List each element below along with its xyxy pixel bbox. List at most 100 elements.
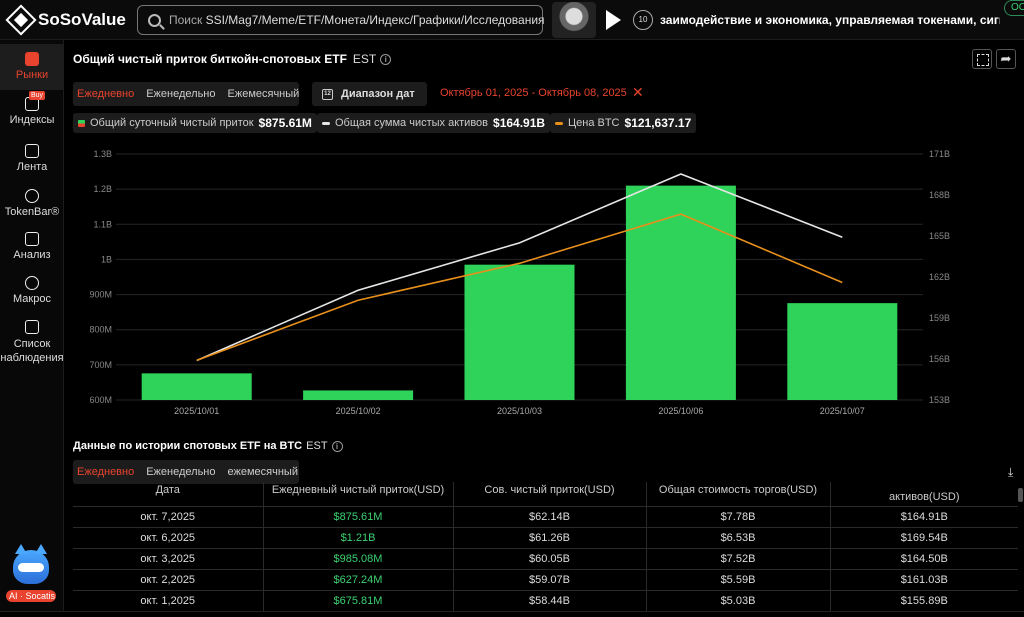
status-badge[interactable]: OO: [1004, 0, 1024, 16]
right-tick-label: 156B: [929, 354, 950, 364]
table-cell: $164.91B: [830, 505, 1018, 527]
tab-weekly[interactable]: Еженедельно: [146, 88, 216, 100]
bar: [141, 373, 252, 400]
table-row: окт. 6,2025 $1.21B $61.26B $6.53B $169.54B: [73, 526, 1018, 548]
date-range-button[interactable]: 12 Диапазон дат: [312, 82, 427, 106]
table-row: окт. 7,2025 $875.61M $62.14B $7.78B $164.91B: [73, 505, 1018, 527]
left-tick-label: 1.3B: [93, 149, 112, 159]
table-cell: $7.52B: [646, 547, 831, 569]
history-title: Данные по истории спотовых ETF на BTC EST…: [73, 440, 343, 452]
table-cell: окт. 6,2025: [73, 526, 264, 548]
ai-assistant-button[interactable]: AI · Socatis: [6, 544, 56, 604]
panel-title: Общий чистый приток биткойн-спотовых ETF…: [73, 52, 392, 66]
table-cell: $164.50B: [830, 547, 1018, 569]
net-assets-line: [196, 173, 843, 362]
tab-daily[interactable]: Ежедневно: [77, 466, 135, 478]
info-icon[interactable]: i: [380, 54, 392, 66]
table-cell: окт. 7,2025: [73, 505, 264, 527]
sidebar-item-label: Макрос: [13, 293, 51, 305]
share-icon[interactable]: ➦: [996, 49, 1016, 69]
right-tick-label: 159B: [929, 313, 950, 323]
x-tick-label: 2025/10/01: [174, 406, 219, 416]
left-tick-label: 1.1B: [93, 219, 112, 229]
sidebar-item-macro[interactable]: Макрос: [0, 276, 64, 305]
table-cell: $1.21B: [263, 526, 454, 548]
tab-daily[interactable]: Ежедневно: [77, 88, 135, 100]
active-nav-highlight: [0, 44, 64, 90]
table-cell: $675.81M: [263, 589, 454, 611]
sidebar-item-indexes[interactable]: Buy Индексы: [0, 91, 64, 126]
legend-inflow[interactable]: Общий суточный чистый приток $875.61M: [73, 113, 317, 133]
logo[interactable]: SoSoValue: [5, 4, 126, 36]
search-terms: SSI/Mag7/Meme/ETF/Монета/Индекс/Графики/…: [205, 13, 545, 27]
tab-monthly[interactable]: ежемесячный: [227, 466, 298, 478]
table-cell: окт. 2,2025: [73, 568, 264, 590]
bar: [787, 303, 898, 400]
counter-icon[interactable]: 10: [633, 10, 653, 30]
info-icon[interactable]: i: [331, 440, 343, 452]
play-icon[interactable]: [606, 10, 621, 30]
history-table: Дата Ежедневный чистый приток(USD) Сов. …: [73, 482, 1018, 611]
left-tick-label: 800M: [89, 325, 112, 335]
x-tick-label: 2025/10/02: [336, 406, 381, 416]
table-row: окт. 2,2025 $627.24M $59.07B $5.59B $161.03B: [73, 568, 1018, 590]
table-cell: $62.14B: [453, 505, 647, 527]
table-cell: окт. 1,2025: [73, 589, 264, 611]
table-cell: $161.03B: [830, 568, 1018, 590]
left-tick-label: 700M: [89, 360, 112, 370]
x-tick-label: 2025/10/06: [658, 406, 703, 416]
left-tick-label: 900M: [89, 290, 112, 300]
sidebar-item-label: Анализ: [13, 249, 51, 261]
sidebar-item-tokenbar[interactable]: TokenBar®: [0, 189, 64, 218]
bar: [303, 390, 414, 400]
column-header[interactable]: Общая стоимость торгов(USD): [646, 482, 831, 506]
table-cell: окт. 3,2025: [73, 547, 264, 569]
legend-net-assets[interactable]: Общая сумма чистых активов $164.91B: [317, 113, 551, 133]
table-cell: $5.59B: [646, 568, 831, 590]
table-cell: $169.54B: [830, 526, 1018, 548]
download-icon[interactable]: ⤓: [1008, 465, 1014, 479]
sidebar-item-feed[interactable]: Лента: [0, 144, 64, 173]
legend-btc-price[interactable]: Цена BTC $121,637.17: [550, 113, 697, 133]
data-icon: [25, 232, 39, 246]
history-period-tabs: Ежедневно Еженедельно ежемесячный: [73, 460, 299, 484]
bar: [464, 264, 575, 400]
table-cell: $627.24M: [263, 568, 454, 590]
etf-inflow-chart[interactable]: 600M 700M 800M 900M 1B 1.1B 1.2B 1.3B 153B 156B 15…: [73, 140, 963, 420]
tab-weekly[interactable]: Еженедельно: [146, 466, 216, 478]
sidebar-item-label: Индексы: [9, 114, 55, 126]
column-header[interactable]: активов(USD): [889, 490, 960, 503]
table-header-row: Дата Ежедневный чистый приток(USD) Сов. …: [73, 482, 1018, 506]
table-cell: $985.08M: [263, 547, 454, 569]
feed-icon: [25, 144, 39, 158]
fullscreen-icon[interactable]: [972, 49, 992, 69]
left-tick-label: 1.2B: [93, 184, 112, 194]
column-header[interactable]: Дата: [73, 482, 264, 506]
news-ticker[interactable]: заимодействие и экономика, управляемая т…: [660, 13, 1000, 27]
column-header[interactable]: Ежедневный чистый приток(USD): [263, 482, 454, 506]
column-header[interactable]: Сов. чистый приток(USD): [453, 482, 647, 506]
calendar-icon: 12: [322, 88, 333, 100]
sidebar-item-analysis[interactable]: Анализ: [0, 232, 64, 261]
search-input[interactable]: Поиск SSI/Mag7/Meme/ETF/Монета/Индекс/Гр…: [137, 5, 545, 35]
tab-monthly[interactable]: Ежемесячный: [227, 88, 300, 100]
btc-price-line: [196, 213, 843, 362]
sidebar-item-watchlist[interactable]: Список наблюдения: [0, 320, 64, 365]
right-tick-label: 165B: [929, 231, 950, 241]
logo-icon: [5, 4, 37, 36]
line-swatch-icon: [555, 121, 563, 125]
table-row: окт. 1,2025 $675.81M $58.44B $5.03B $155.89B: [73, 589, 1018, 611]
close-icon[interactable]: ✕: [632, 84, 644, 100]
left-tick-label: 600M: [89, 395, 112, 405]
buy-badge: Buy: [29, 91, 46, 100]
table-cell: $60.05B: [453, 547, 647, 569]
sidebar-item-markets[interactable]: Рынки: [0, 52, 64, 81]
promo-avatar[interactable]: [552, 2, 596, 38]
sidebar-item-label: Лента: [16, 161, 48, 173]
scrollbar[interactable]: [1018, 488, 1023, 502]
bar: [625, 185, 736, 400]
date-range-text: Октябрь 01, 2025 - Октябрь 08, 2025: [440, 87, 627, 99]
table-cell: $58.44B: [453, 589, 647, 611]
timezone-label: EST: [306, 440, 328, 452]
line-swatch-icon: [322, 121, 330, 125]
